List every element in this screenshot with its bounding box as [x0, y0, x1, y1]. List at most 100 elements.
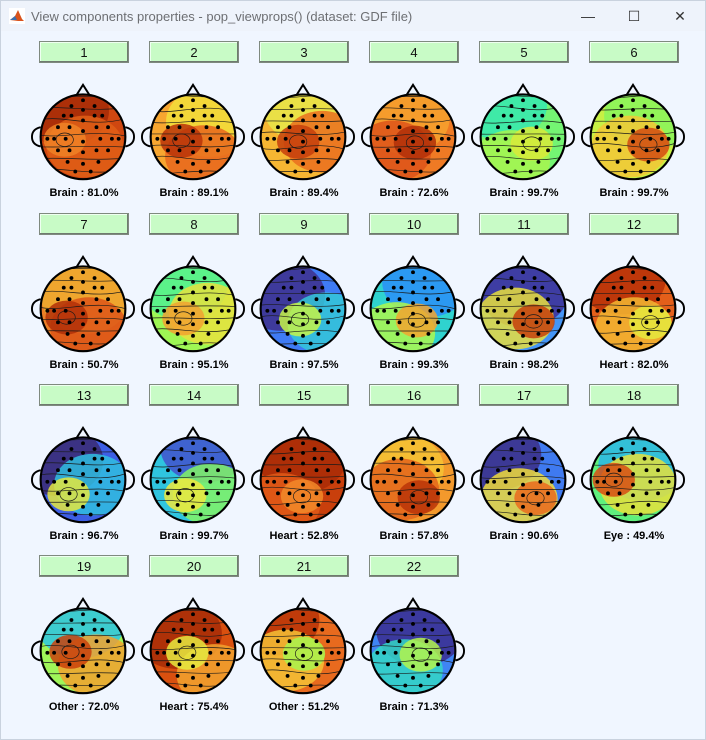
scalp-topography-map[interactable]	[140, 251, 246, 359]
minimize-button[interactable]: —	[565, 1, 611, 31]
component-button[interactable]: 18	[589, 384, 679, 406]
scalp-topography-map[interactable]	[580, 79, 686, 187]
ear-right	[565, 298, 576, 320]
scalp-topography-map[interactable]	[250, 251, 356, 359]
component-button[interactable]: 3	[259, 41, 349, 63]
scalp-topography-map[interactable]	[470, 79, 576, 187]
scalp-topography-map[interactable]	[30, 593, 136, 701]
scalp-topography-map[interactable]	[360, 593, 466, 701]
electrode-marker	[177, 639, 182, 644]
component-button[interactable]: 1	[39, 41, 129, 63]
electrode-marker	[386, 662, 390, 667]
electrode-marker	[287, 148, 292, 153]
electrode-marker	[386, 148, 390, 153]
electrode-marker	[289, 276, 294, 280]
electrode-marker	[411, 621, 415, 626]
component-button[interactable]: 12	[589, 213, 679, 235]
component-button[interactable]: 7	[39, 213, 129, 235]
scalp-topography-map[interactable]	[140, 422, 246, 530]
scalp-topography-map[interactable]	[30, 251, 136, 359]
electrode-marker	[202, 627, 207, 632]
electrode-marker	[301, 493, 305, 498]
component-cell: 5 Brain : 99.7%	[470, 41, 589, 212]
component-button[interactable]: 5	[479, 41, 569, 63]
electrode-marker	[198, 683, 203, 688]
electrode-marker	[528, 512, 533, 517]
electrode-marker	[424, 125, 429, 130]
electrode-marker	[177, 297, 182, 302]
scalp-topography-map[interactable]	[470, 251, 576, 359]
electrode-marker	[301, 643, 305, 647]
electrode-marker	[179, 113, 184, 118]
electrode-marker	[534, 320, 539, 325]
component-button[interactable]: 15	[259, 384, 349, 406]
component-button[interactable]: 8	[149, 213, 239, 235]
component-button[interactable]: 4	[369, 41, 459, 63]
electrode-marker	[179, 285, 184, 290]
electrode-marker	[210, 285, 215, 290]
scalp-topography-map[interactable]	[360, 79, 466, 187]
electrode-marker	[289, 104, 294, 108]
electrode-marker	[411, 461, 415, 466]
component-button[interactable]: 19	[39, 555, 129, 577]
scalp-topography-map[interactable]	[140, 593, 246, 701]
component-button[interactable]: 11	[479, 213, 569, 235]
electrode-marker	[204, 491, 209, 496]
electrode-marker	[81, 612, 85, 617]
electrode-marker	[312, 276, 317, 280]
electrode-marker	[411, 150, 415, 155]
scalp-topography-map[interactable]	[360, 251, 466, 359]
component-button[interactable]: 20	[149, 555, 239, 577]
scalp-topography-map[interactable]	[30, 79, 136, 187]
electrode-marker	[166, 468, 170, 473]
electrode-marker	[642, 285, 647, 290]
component-button[interactable]: 13	[39, 384, 129, 406]
component-button[interactable]: 16	[369, 384, 459, 406]
component-button[interactable]: 17	[479, 384, 569, 406]
electrode-marker	[191, 621, 195, 626]
scalp-topography-map[interactable]	[250, 593, 356, 701]
electrode-marker	[276, 491, 280, 496]
electrode-marker	[532, 276, 537, 280]
electrode-marker	[283, 136, 288, 141]
component-button[interactable]: 10	[369, 213, 459, 235]
close-button[interactable]: ✕	[657, 1, 703, 31]
maximize-button[interactable]: ☐	[611, 1, 657, 31]
electrode-marker	[631, 129, 635, 133]
component-button[interactable]: 21	[259, 555, 349, 577]
scalp-topography-map[interactable]	[250, 79, 356, 187]
electrode-marker	[73, 169, 78, 174]
electrode-marker	[191, 504, 195, 509]
scalp-topography-map[interactable]	[580, 251, 686, 359]
scalp-topography-map[interactable]	[470, 422, 576, 530]
electrode-marker	[615, 331, 620, 336]
scalp-topography-map[interactable]	[30, 422, 136, 530]
head-outline	[39, 93, 127, 181]
electrode-marker	[391, 285, 396, 290]
electrode-marker	[316, 502, 321, 507]
electrode-marker	[191, 461, 195, 466]
component-button[interactable]: 6	[589, 41, 679, 63]
scalp-topography-map[interactable]	[580, 422, 686, 530]
electrode-marker	[208, 136, 213, 141]
electrode-marker	[513, 512, 518, 517]
electrode-marker	[411, 493, 415, 498]
head-outline	[589, 93, 677, 181]
electrode-marker	[501, 456, 506, 461]
scalp-topography-map[interactable]	[360, 422, 466, 530]
electrode-marker	[399, 113, 404, 118]
scalp-topography-map[interactable]	[140, 79, 246, 187]
component-button[interactable]: 9	[259, 213, 349, 235]
electrode-marker	[507, 491, 512, 496]
electrode-marker	[301, 322, 305, 327]
head-outline	[369, 93, 457, 181]
electrode-marker	[446, 650, 451, 655]
electrode-marker	[61, 285, 66, 290]
electrode-marker	[94, 662, 99, 667]
component-button[interactable]: 22	[369, 555, 459, 577]
scalp-topography-map[interactable]	[250, 422, 356, 530]
component-button[interactable]: 14	[149, 384, 239, 406]
component-button[interactable]: 2	[149, 41, 239, 63]
electrode-marker	[546, 320, 550, 325]
ear-right	[455, 469, 466, 491]
